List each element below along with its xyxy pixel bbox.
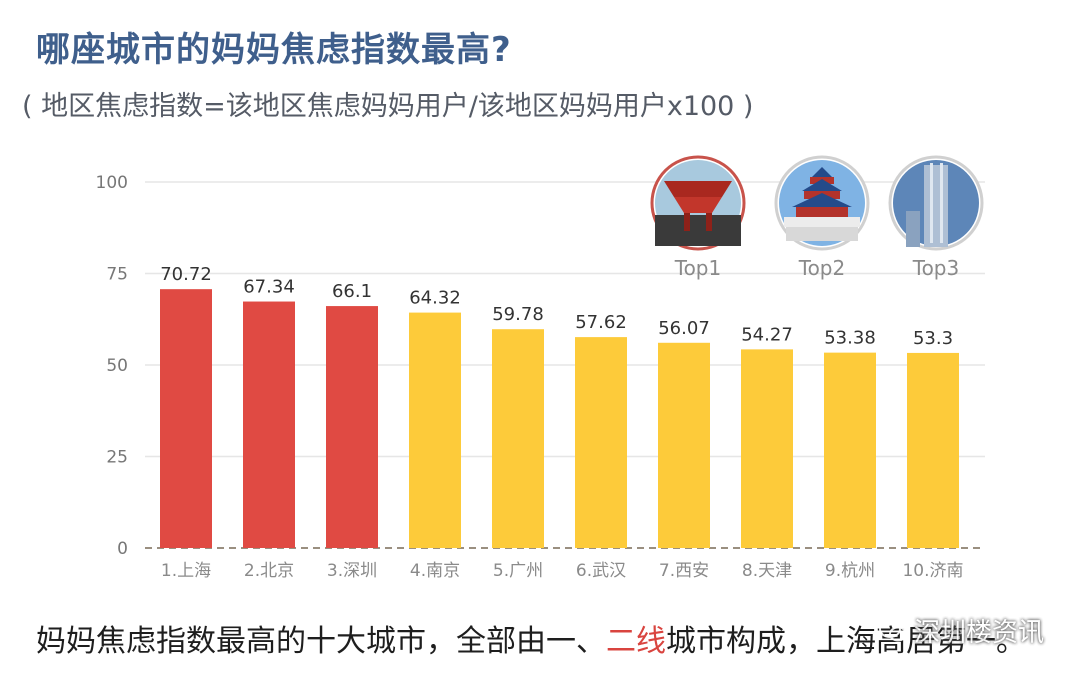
bar-value-label: 67.34 bbox=[243, 277, 295, 298]
bar-4 bbox=[409, 312, 461, 548]
bar-value-label: 59.78 bbox=[492, 304, 544, 325]
bar-5 bbox=[492, 329, 544, 548]
x-tick-label: 1.上海 bbox=[161, 561, 211, 581]
bar-value-label: 53.38 bbox=[824, 328, 876, 349]
footer-text-highlight: 二线 bbox=[606, 624, 666, 659]
x-tick-label: 9.杭州 bbox=[825, 561, 875, 581]
bar-6 bbox=[575, 337, 627, 548]
chart-title: 哪座城市的妈妈焦虑指数最高? bbox=[36, 30, 512, 70]
badge-top2: Top2 bbox=[774, 155, 870, 280]
bar-value-label: 64.32 bbox=[409, 288, 461, 309]
badge-label: Top1 bbox=[674, 256, 721, 280]
footer-text-before: 妈妈焦虑指数最高的十大城市，全部由一、 bbox=[36, 624, 606, 659]
bar-value-label: 56.07 bbox=[658, 318, 710, 339]
watermark-text: 深圳楼资讯 bbox=[913, 618, 1044, 648]
badge-top3: Top3 bbox=[888, 155, 984, 280]
watermark: 深圳楼资讯 bbox=[878, 612, 1044, 649]
x-tick-label: 2.北京 bbox=[244, 561, 294, 581]
badge-label: Top3 bbox=[912, 256, 959, 280]
y-axis: 0 25 50 75 100 bbox=[96, 173, 128, 559]
y-tick-label: 0 bbox=[117, 539, 128, 559]
bar-8 bbox=[741, 349, 793, 548]
skyscraper-icon bbox=[893, 160, 979, 247]
x-tick-label: 3.深圳 bbox=[327, 561, 377, 581]
x-tick-label: 6.武汉 bbox=[576, 561, 626, 581]
y-tick-label: 25 bbox=[106, 448, 128, 468]
x-axis: 1.上海 2.北京 3.深圳 4.南京 5.广州 6.武汉 7.西安 8.天津 9.杭州 10.济… bbox=[161, 561, 964, 581]
wechat-icon bbox=[878, 619, 907, 641]
temple-of-heaven-icon bbox=[779, 160, 865, 246]
bar-2 bbox=[243, 301, 295, 548]
x-tick-label: 7.西安 bbox=[659, 561, 709, 581]
y-tick-label: 50 bbox=[106, 356, 128, 376]
footer-caption: 妈妈焦虑指数最高的十大城市，全部由一、二线城市构成，上海高居第一。 bbox=[36, 616, 1026, 660]
x-tick-label: 10.济南 bbox=[902, 561, 963, 581]
top-badges: Top1 Top2 Top3 bbox=[650, 155, 984, 280]
y-tick-label: 100 bbox=[96, 173, 128, 193]
bar-10 bbox=[907, 352, 959, 548]
pavilion-icon bbox=[655, 160, 741, 246]
bar-value-label: 66.1 bbox=[332, 281, 372, 302]
bar-value-label: 53.3 bbox=[913, 328, 953, 349]
x-tick-label: 8.天津 bbox=[742, 561, 792, 581]
bar-3 bbox=[326, 306, 378, 548]
badge-top1: Top1 bbox=[650, 155, 746, 280]
bars: 70.72 67.34 66.1 64.32 59.78 57.62 56.07 54.27 5… bbox=[160, 264, 959, 548]
chart-subtitle: ( 地区焦虑指数=该地区焦虑妈妈用户/该地区妈妈用户x100 ) bbox=[22, 91, 754, 122]
badge-label: Top2 bbox=[798, 256, 845, 280]
x-tick-label: 4.南京 bbox=[410, 561, 460, 581]
bar-1 bbox=[160, 289, 212, 548]
bar-7 bbox=[658, 342, 710, 548]
y-tick-label: 75 bbox=[106, 265, 128, 285]
bar-9 bbox=[824, 352, 876, 548]
footer-text-after: 城市构成，上海高居第一。 bbox=[666, 624, 1026, 659]
x-tick-label: 5.广州 bbox=[493, 561, 543, 581]
bar-value-label: 57.62 bbox=[575, 312, 627, 333]
bar-chart: 0 25 50 75 100 70.72 67.34 66.1 64.32 59.78 57.62… bbox=[96, 155, 985, 581]
bar-value-label: 70.72 bbox=[160, 264, 212, 285]
bar-value-label: 54.27 bbox=[741, 324, 793, 345]
